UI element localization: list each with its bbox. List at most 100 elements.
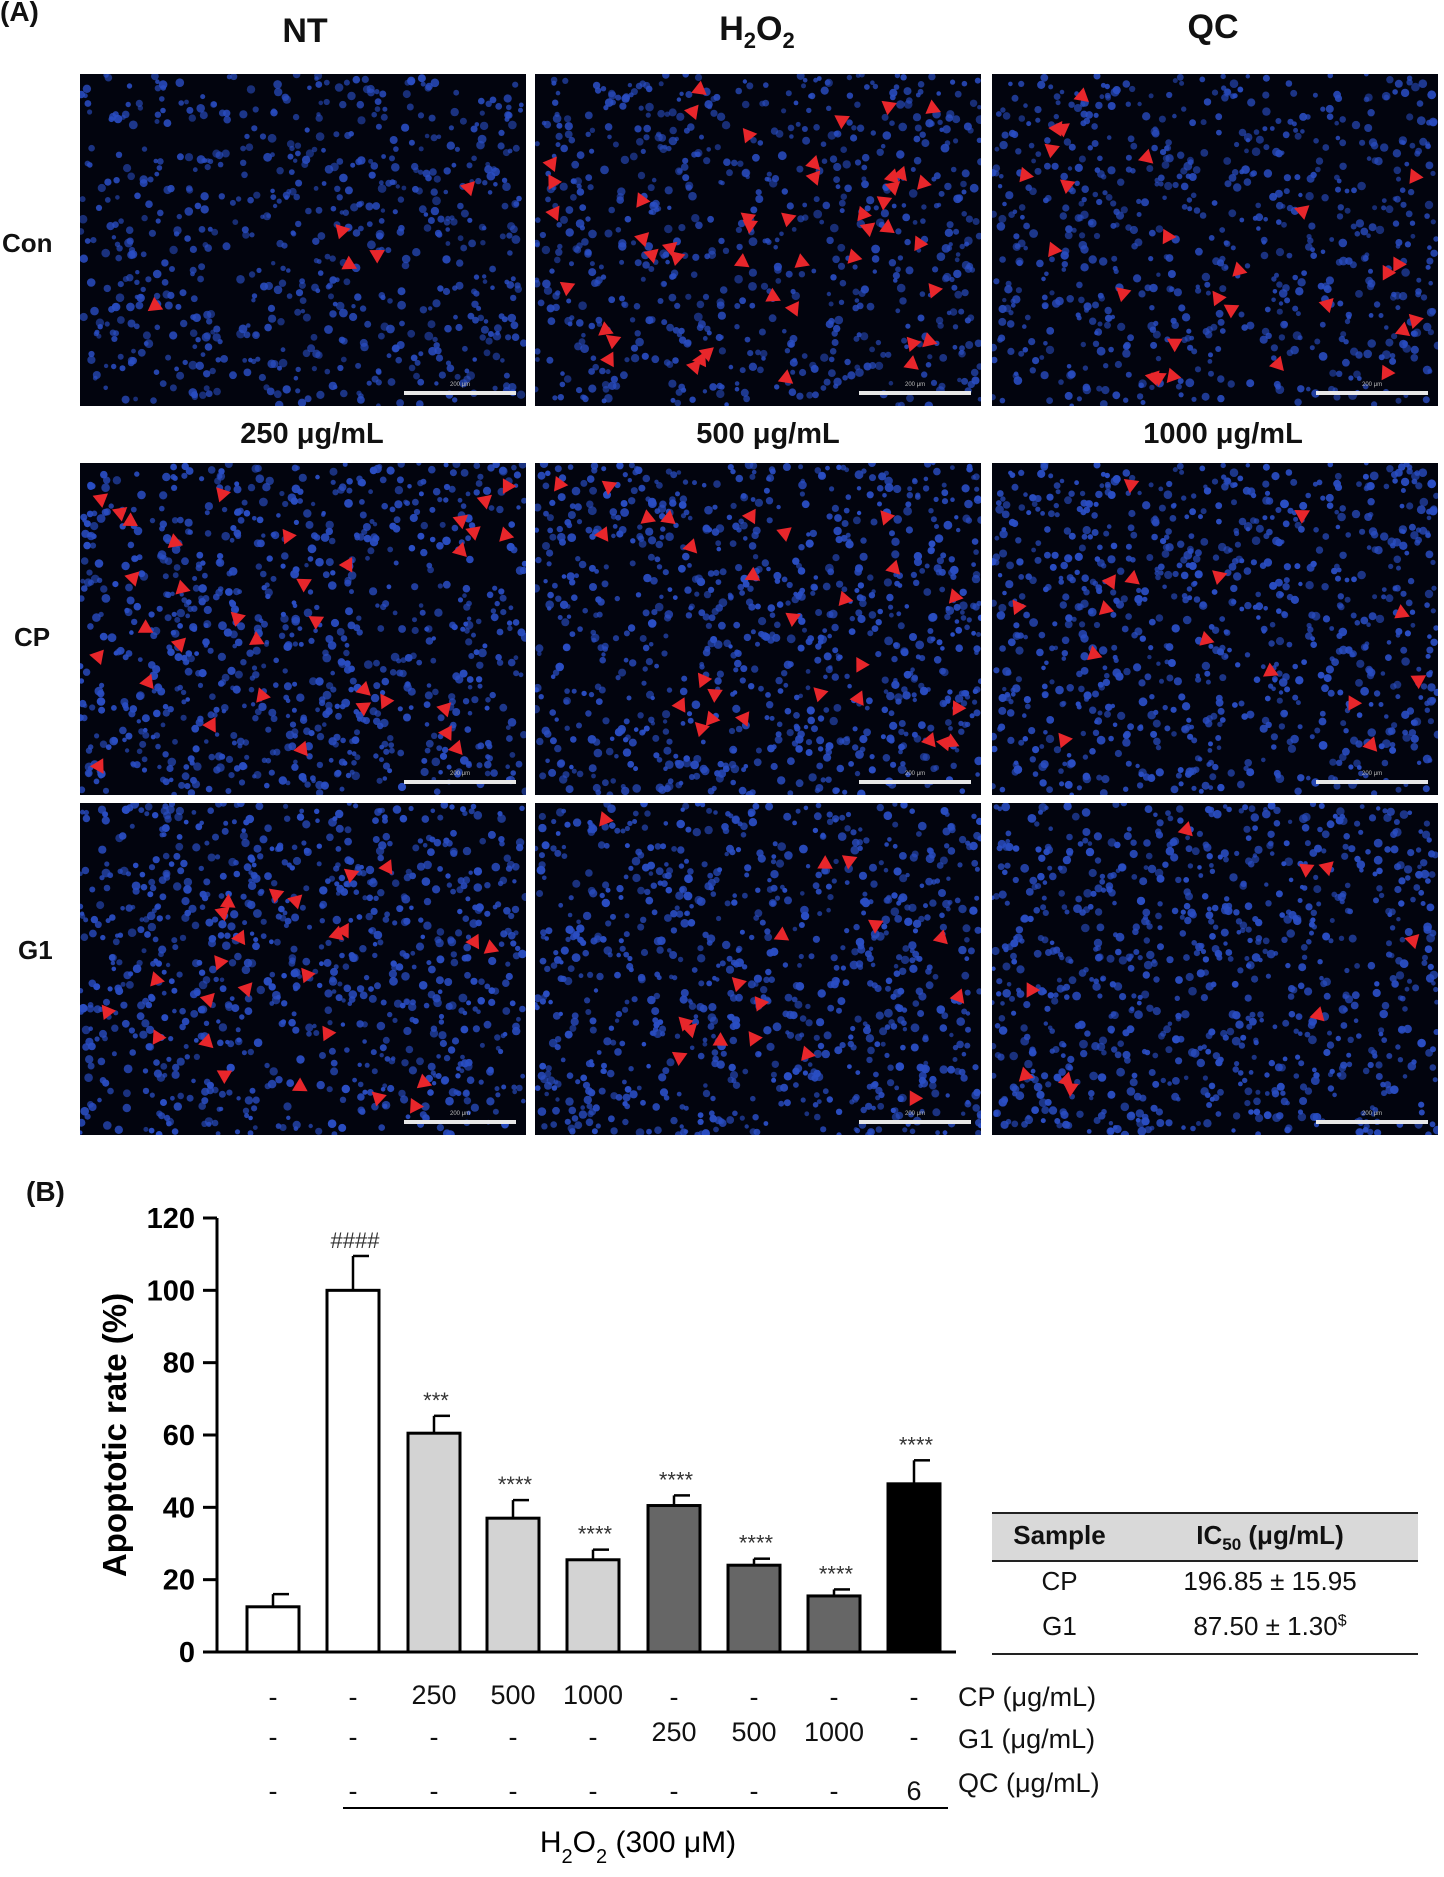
scale-bar-label: 200 μm: [450, 771, 471, 777]
apoptotic-cell-arrow: [917, 174, 932, 190]
apoptotic-cell-arrow: [1393, 256, 1407, 273]
apoptotic-cell-arrow: [1232, 261, 1248, 277]
significance-label: ****: [899, 1432, 934, 1457]
apoptotic-cell-arrow: [879, 218, 895, 234]
bar: [325, 1288, 381, 1654]
apoptotic-cell-arrow: [1026, 982, 1041, 998]
apoptotic-cell-arrow: [686, 359, 701, 375]
apoptotic-cell-arrow: [216, 1070, 233, 1084]
apoptotic-cell-arrow: [748, 1031, 763, 1047]
scale-bar: [1316, 780, 1428, 784]
apoptotic-cell-arrow: [876, 196, 893, 211]
scale-bar: [404, 391, 516, 395]
row-header-con: Con: [2, 228, 53, 258]
apoptotic-cell-arrow: [742, 128, 758, 144]
apoptotic-cell-arrow: [1048, 241, 1063, 258]
apoptotic-cell-arrow: [1012, 599, 1027, 616]
apoptotic-cell-arrow: [335, 922, 349, 939]
apoptotic-cell-arrow: [214, 955, 229, 971]
condition-value: -: [268, 1682, 278, 1712]
micrograph-cp-1000: 200 μm: [992, 463, 1438, 795]
scale-bar: [404, 1120, 516, 1124]
apoptotic-cell-arrow: [922, 332, 938, 348]
scale-bar-label: 200 μm: [1362, 1111, 1383, 1117]
condition-value: -: [829, 1682, 839, 1712]
apoptotic-cell-arrow: [1044, 143, 1060, 159]
apoptotic-cell-arrow: [694, 722, 710, 738]
scale-bar: [1316, 391, 1428, 395]
apoptotic-cell-arrow: [447, 739, 463, 755]
apoptotic-cell-arrow: [1212, 570, 1228, 585]
apoptotic-cell-arrow: [335, 224, 351, 240]
apoptotic-cell-arrow: [707, 688, 723, 703]
apoptotic-cell-arrow: [1177, 821, 1193, 837]
apoptotic-cell-arrow: [847, 248, 863, 264]
significance-label: ***: [423, 1388, 449, 1413]
micrograph-cp-250: 200 μm: [80, 463, 526, 795]
apoptotic-cell-arrow: [634, 232, 650, 248]
apoptotic-cell-arrow: [1318, 298, 1334, 314]
apoptotic-cell-arrow: [1348, 695, 1363, 711]
apoptotic-cell-arrow: [1019, 166, 1034, 183]
apoptotic-cell-arrow: [943, 733, 960, 748]
scale-bar: [404, 780, 516, 784]
apoptotic-cell-arrow: [249, 631, 265, 645]
apoptotic-cell-arrow: [948, 588, 964, 604]
apoptotic-cell-arrow: [794, 253, 810, 268]
apoptotic-cell-arrow: [167, 533, 184, 548]
apoptotic-cell-arrow: [765, 287, 781, 302]
apoptotic-cell-arrow: [410, 1098, 424, 1114]
apoptotic-cell-arrow: [1212, 290, 1227, 307]
apoptotic-cell-arrow: [834, 115, 850, 130]
apoptotic-cell-arrow: [202, 717, 216, 733]
significance-label: ****: [498, 1472, 533, 1497]
apoptotic-cell-arrow: [599, 811, 614, 827]
apoptotic-cell-arrow: [1098, 600, 1115, 615]
apoptotic-cell-arrow: [785, 612, 801, 627]
condition-value: -: [829, 1776, 839, 1806]
apoptotic-cell-arrow: [740, 212, 756, 227]
significance-label: ****: [739, 1531, 774, 1556]
apoptotic-cell-arrow: [216, 487, 231, 503]
apoptotic-cell-arrow: [773, 926, 790, 941]
apoptotic-cell-arrow: [598, 321, 614, 336]
apoptotic-cell-arrow: [343, 868, 360, 884]
condition-value: -: [909, 1722, 919, 1752]
micrograph-con-qc: 200 μm: [992, 74, 1438, 406]
apoptotic-cell-arrow: [636, 192, 651, 208]
condition-value: -: [429, 1776, 439, 1806]
scale-bar-label: 200 μm: [450, 382, 471, 388]
apoptotic-cell-arrow: [1162, 228, 1177, 245]
condition-value: -: [348, 1682, 358, 1712]
apoptotic-cell-arrow: [287, 894, 303, 910]
y-axis-label: Apoptotic rate (%): [96, 1293, 133, 1577]
condition-value: -: [909, 1682, 919, 1712]
condition-value: 500: [490, 1680, 536, 1710]
apoptotic-cell-arrow: [936, 735, 951, 752]
apoptotic-cell-arrow: [817, 855, 833, 869]
condition-label: CP (μg/mL): [958, 1682, 1097, 1712]
apoptotic-cell-arrow: [465, 933, 480, 950]
panel-b-label: (B): [26, 1176, 65, 1207]
column-header-500: 500 μg/mL: [696, 418, 840, 450]
apoptotic-cell-arrow: [1166, 338, 1183, 353]
apoptotic-cell-arrow: [883, 168, 899, 184]
apoptotic-cell-arrow: [1166, 367, 1182, 383]
apoptotic-cell-arrow: [949, 988, 965, 1004]
apoptotic-cell-arrow: [170, 637, 186, 653]
condition-value: -: [588, 1722, 598, 1752]
apoptotic-cell-arrow: [868, 919, 884, 934]
apoptotic-cell-arrow: [1298, 863, 1315, 878]
apoptotic-cell-arrow: [1087, 645, 1103, 661]
apoptotic-cell-arrow: [559, 281, 576, 297]
apoptotic-cell-arrow: [416, 1073, 433, 1089]
condition-label: G1 (μg/mL): [958, 1724, 1096, 1754]
scale-bar: [859, 780, 971, 784]
condition-value: -: [268, 1776, 278, 1806]
apoptotic-cell-arrow: [111, 507, 128, 522]
condition-value: -: [348, 1722, 358, 1752]
scale-bar-label: 200 μm: [905, 1111, 926, 1117]
apoptotic-cell-arrow: [92, 493, 108, 508]
apoptotic-cell-arrow: [436, 702, 452, 718]
apoptotic-cell-arrow: [600, 351, 614, 368]
